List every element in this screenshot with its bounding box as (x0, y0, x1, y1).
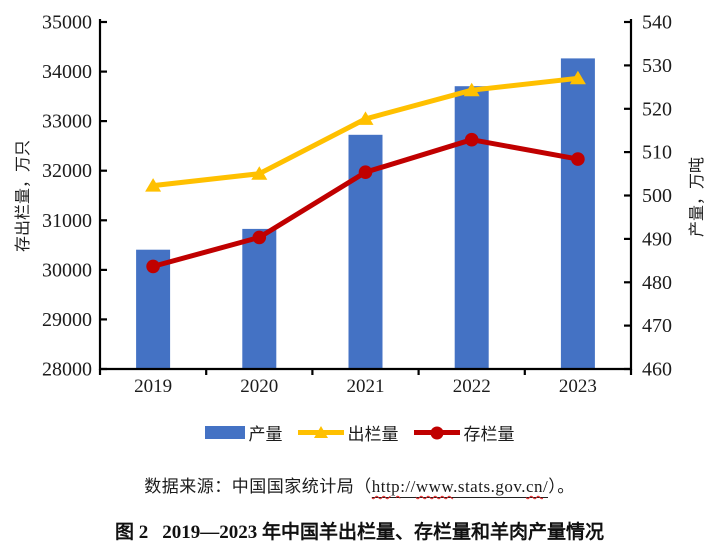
slaughter-volume-line (145, 70, 586, 192)
left-axis-tick-labels: 28000 29000 30000 31000 32000 33000 34000 35000 (42, 12, 92, 381)
source-url[interactable]: http://www.stats.gov.cn/ (371, 477, 549, 498)
chart-legend: 产量 出栏量 存栏量 (0, 420, 719, 445)
data-source-note: 数据来源：中国国家统计局（http://www.stats.gov.cn/）。 (0, 472, 719, 498)
production-bar-swatch (204, 426, 245, 439)
x-axis-tick-labels: 2019 2020 2021 2022 2023 (134, 376, 597, 397)
svg-text:34000: 34000 (42, 61, 92, 83)
svg-text:35000: 35000 (42, 12, 92, 34)
svg-text:31000: 31000 (42, 210, 92, 232)
url-segment: / (543, 477, 549, 496)
svg-text:29000: 29000 (42, 309, 92, 331)
bar-2020 (242, 228, 277, 370)
figure-caption: 图 2 2019—2023 年中国羊出栏量、存栏量和羊肉产量情况 (0, 517, 719, 544)
stock-line-swatch (413, 426, 460, 439)
triangle-marker (251, 166, 268, 180)
svg-text:500: 500 (642, 185, 672, 207)
circle-marker (358, 165, 373, 179)
svg-text:30000: 30000 (42, 259, 92, 281)
bar-2022 (454, 86, 489, 370)
svg-text:480: 480 (642, 272, 672, 294)
svg-text:2021: 2021 (347, 376, 385, 397)
stock-volume-line (146, 132, 585, 274)
triangle-marker (145, 178, 162, 192)
triangle-marker (463, 82, 480, 97)
figure-title: 2019—2023 年中国羊出栏量、存栏量和羊肉产量情况 (162, 522, 605, 543)
url-segment: cn (525, 477, 544, 496)
svg-text:520: 520 (642, 98, 672, 120)
svg-text:2023: 2023 (559, 376, 597, 397)
url-segment: http (371, 477, 401, 496)
slaughter-line-swatch (297, 425, 344, 438)
circle-marker (146, 259, 160, 274)
legend-label-production: 产量 (248, 425, 283, 444)
svg-text:33000: 33000 (42, 111, 92, 133)
legend-item-slaughter: 出栏量 (297, 420, 399, 445)
circle-marker (252, 230, 267, 245)
combo-chart: 28000 29000 30000 31000 32000 33000 34000 35000… (14, 12, 706, 398)
legend-label-slaughter: 出栏量 (347, 425, 399, 444)
triangle-marker (357, 111, 374, 125)
legend-label-stock: 存栏量 (463, 425, 515, 444)
axes (98, 19, 633, 375)
url-segment: .stats.gov. (453, 477, 526, 496)
svg-text:2022: 2022 (453, 376, 491, 397)
triangle-marker-icon (313, 425, 328, 438)
svg-text:28000: 28000 (42, 359, 92, 381)
svg-text:2020: 2020 (240, 376, 278, 397)
url-segment: www (415, 477, 454, 496)
circle-marker-icon (430, 426, 443, 439)
chart-canvas: 28000 29000 30000 31000 32000 33000 34000 35000… (14, 12, 706, 398)
circle-marker (571, 152, 585, 166)
svg-text:32000: 32000 (42, 160, 92, 182)
svg-text:460: 460 (642, 359, 672, 381)
circle-marker (464, 132, 479, 147)
source-suffix: ）。 (548, 477, 575, 496)
bar-2023 (560, 58, 595, 371)
svg-text:540: 540 (642, 12, 672, 34)
svg-text:510: 510 (642, 142, 672, 164)
svg-text:490: 490 (642, 228, 672, 250)
right-axis-title: 产量，万吨 (688, 157, 706, 237)
left-axis-title: 存出栏量，万只 (14, 140, 32, 252)
svg-text:530: 530 (642, 55, 672, 77)
svg-text:2019: 2019 (134, 376, 172, 397)
legend-item-production: 产量 (204, 420, 283, 445)
svg-text:470: 470 (642, 315, 672, 337)
source-prefix: 数据来源：中国国家统计局（ (144, 477, 372, 496)
right-axis-tick-labels: 460 470 480 490 500 510 520 530 540 (642, 12, 672, 381)
figure-label: 图 2 (114, 522, 149, 543)
legend-item-stock: 存栏量 (413, 420, 515, 445)
triangle-marker (569, 70, 586, 85)
production-bars (136, 58, 595, 371)
url-segment: :// (400, 477, 416, 496)
